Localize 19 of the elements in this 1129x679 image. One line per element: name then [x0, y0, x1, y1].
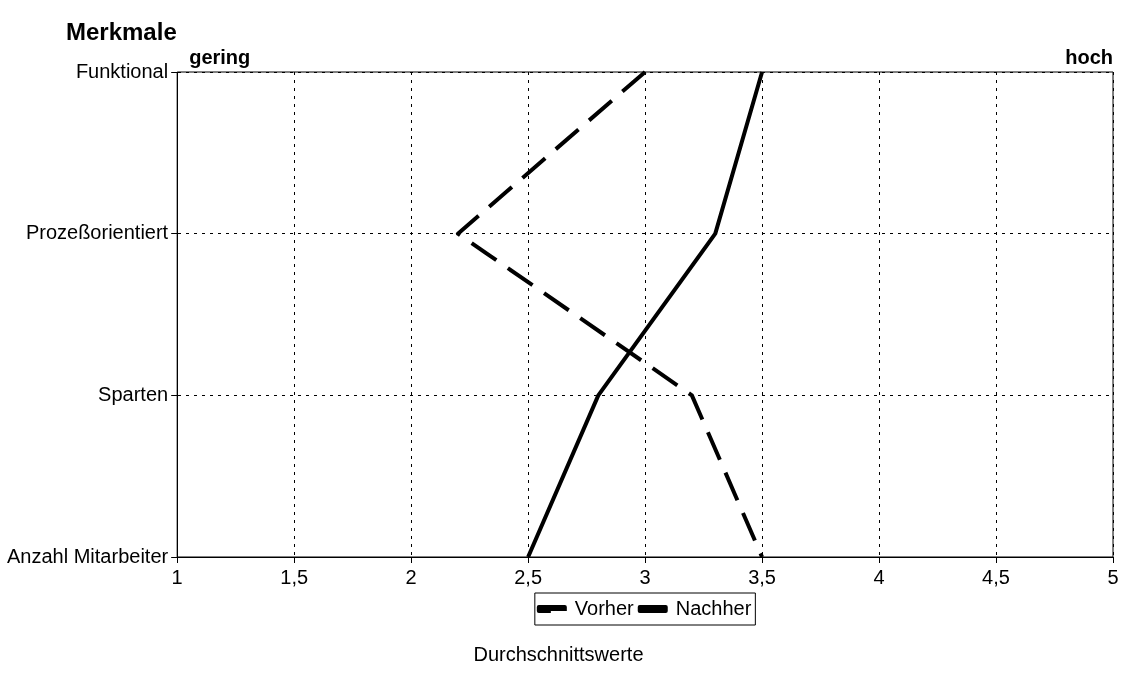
- x-tick-label: 4: [873, 565, 885, 588]
- legend-label: Vorher: [574, 596, 635, 619]
- y-axis-title: Merkmale: [66, 18, 177, 45]
- x-tick-label: 3,5: [748, 565, 776, 588]
- text: gering: [189, 45, 251, 68]
- y-tick-label: Funktional: [75, 59, 169, 82]
- y-tick-label: Prozeßorientiert: [25, 221, 169, 244]
- x-tick-label: 1,5: [280, 565, 309, 588]
- x-axis-title: Durchschnittswerte: [473, 642, 644, 665]
- y-tick-label: Anzahl Mitarbeiter: [6, 544, 169, 567]
- x-tick-label: 2,5: [514, 565, 543, 588]
- x-tick-label: 5: [1107, 565, 1119, 588]
- legend-label: Nachher: [675, 596, 752, 619]
- x-tick-label: 1: [171, 565, 183, 588]
- x-tick-label: 2: [405, 565, 417, 588]
- x-tick-label: 3: [639, 565, 651, 588]
- x-tick-label: 4,5: [982, 565, 1010, 588]
- text: hoch: [1065, 45, 1113, 68]
- y-tick-label: Sparten: [98, 382, 169, 405]
